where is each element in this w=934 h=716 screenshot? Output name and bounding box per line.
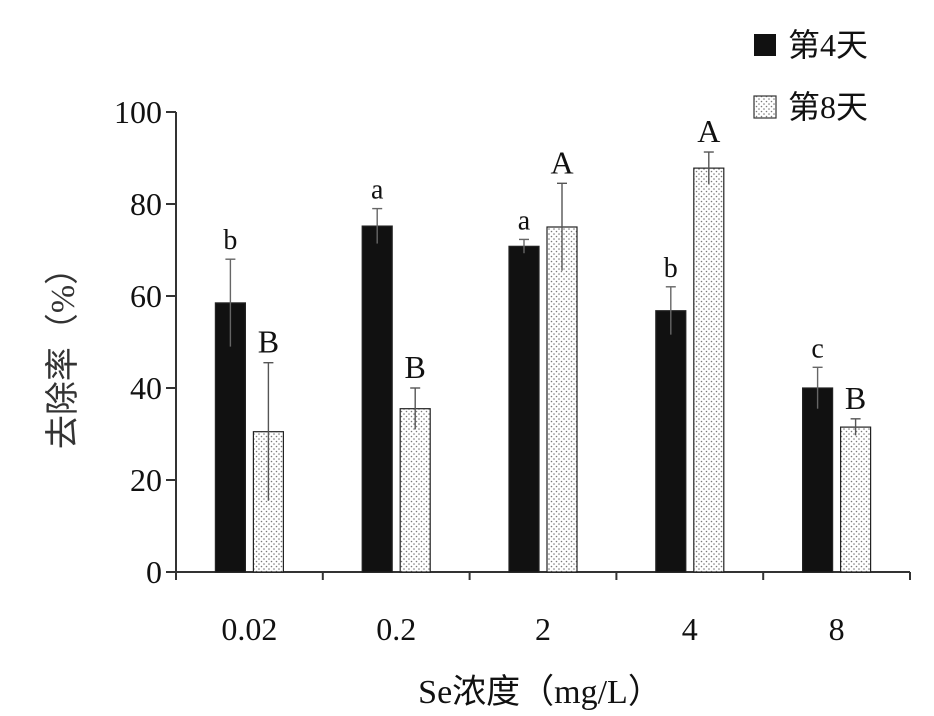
significance-label: A <box>550 144 573 180</box>
y-tick-label: 0 <box>146 554 162 590</box>
bar-series2 <box>400 409 430 572</box>
significance-label: a <box>371 175 384 206</box>
significance-label: a <box>518 205 531 236</box>
legend: 第4天 第8天 <box>754 27 868 125</box>
chart: 020406080100 0.020.2248 baabcBBAAB Se浓度（… <box>0 0 934 716</box>
bars: baabcBBAAB <box>215 113 870 572</box>
x-tick-label: 2 <box>535 611 551 647</box>
x-tick-label: 8 <box>829 611 845 647</box>
y-axis-title: 去除率（%） <box>44 251 82 449</box>
bar-series2 <box>694 168 724 572</box>
bar-chart-svg: 020406080100 0.020.2248 baabcBBAAB Se浓度（… <box>0 0 934 716</box>
bar-series1 <box>362 226 392 572</box>
y-tick-label: 100 <box>114 94 162 130</box>
significance-label: B <box>405 349 426 385</box>
bar-series1 <box>656 311 686 572</box>
y-tick-label: 60 <box>130 278 162 314</box>
significance-label: b <box>223 225 237 256</box>
legend-label-series1: 第4天 <box>788 27 868 63</box>
x-axis-title: Se浓度（mg/L） <box>418 673 662 711</box>
legend-swatch-series1 <box>754 34 776 56</box>
significance-label: B <box>258 324 279 360</box>
legend-swatch-series2 <box>754 96 776 118</box>
bar-series1 <box>509 246 539 572</box>
x-tick-label: 0.2 <box>376 611 416 647</box>
y-tick-label: 80 <box>130 186 162 222</box>
x-tick-label: 4 <box>682 611 698 647</box>
significance-label: B <box>845 380 866 416</box>
y-ticks: 0 20 40 60 80 100 <box>114 94 176 590</box>
significance-label: c <box>811 333 823 364</box>
y-tick-label: 40 <box>130 370 162 406</box>
y-tick-label: 20 <box>130 462 162 498</box>
significance-label: A <box>697 113 720 149</box>
bar-series1 <box>803 388 833 572</box>
legend-label-series2: 第8天 <box>788 89 868 125</box>
significance-label: b <box>664 253 678 284</box>
x-tick-label: 0.02 <box>221 611 277 647</box>
bar-series2 <box>547 227 577 572</box>
bar-series2 <box>841 427 871 572</box>
x-ticks: 0.02 0.2 2 4 8 <box>176 572 910 647</box>
